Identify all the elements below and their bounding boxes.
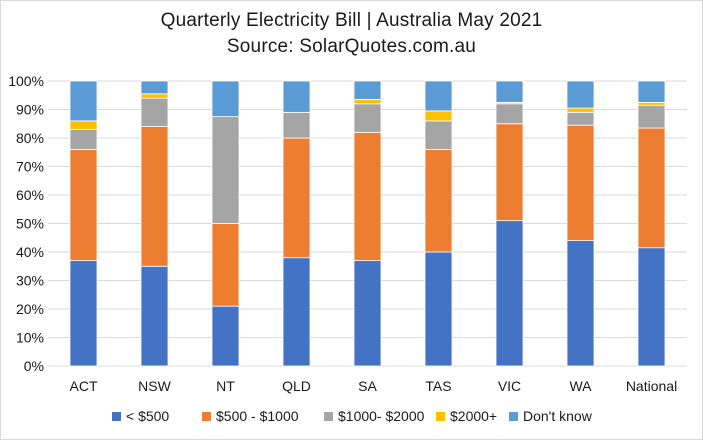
x-tick-label: VIC [498,378,521,394]
bar-segment [69,260,98,367]
x-tick-label: NSW [138,378,171,394]
legend-swatch [112,412,121,421]
legend-label: $2000+ [450,408,497,424]
legend-item: $2000+ [436,408,497,424]
bars [69,80,666,367]
bar-segment [637,127,666,249]
y-tick-label: 30% [16,273,44,289]
bar-segment [566,240,595,367]
bar-segment [211,305,240,367]
y-tick-label: 50% [16,216,44,232]
bar-segment [69,148,98,261]
bar-segment [637,80,666,103]
bar-segment [495,80,524,103]
legend-swatch [509,412,518,421]
x-tick-label: TAS [425,378,451,394]
bar-segment [495,123,524,222]
bar-segment [140,126,169,267]
bar-segment [424,148,453,253]
bar-segment [140,265,169,367]
y-axis-ticks: 0% 10% 20% 30% 40% 50% 60% 70% 80% 90% 100% [8,73,44,374]
y-tick-label: 100% [8,73,44,89]
legend-item: $1000- $2000 [324,408,425,424]
y-tick-label: 90% [16,102,44,118]
bar-segment [424,110,453,122]
legend-label: $500 - $1000 [216,408,299,424]
bar-segment [637,101,666,106]
x-axis-ticks: ACT NSW NT QLD SA TAS VIC WA National [70,378,678,394]
bar-segment [353,80,382,100]
bar-segment [424,80,453,112]
bar-segment [353,99,382,105]
bar-segment [211,116,240,224]
x-tick-label: NT [216,378,235,394]
bar-segment [140,80,169,95]
bar-segment [566,107,595,113]
bar-segment [211,80,240,118]
bar-segment [69,80,98,122]
bar-segment [566,111,595,126]
legend-swatch [436,412,445,421]
x-tick-label: ACT [70,378,98,394]
legend-swatch [202,412,211,421]
legend-item: < $500 [112,408,169,424]
legend: < $500 $500 - $1000 $1000- $2000 $2000+ Don'… [112,408,593,424]
bar-segment [140,97,169,127]
x-tick-label: National [626,378,677,394]
bar-segment [140,93,169,99]
bar-segment [353,260,382,367]
bar-segment [637,104,666,129]
y-tick-label: 60% [16,187,44,203]
bar-segment [282,80,311,113]
legend-label: $1000- $2000 [338,408,425,424]
bar-segment [566,80,595,109]
bar-segment [282,257,311,367]
legend-item: $500 - $1000 [202,408,299,424]
bar-segment [353,103,382,133]
y-tick-label: 10% [16,330,44,346]
chart-title: Quarterly Electricity Bill | Australia M… [160,10,543,31]
bar-segment [353,131,382,261]
bar-segment [566,124,595,242]
bar-segment [211,223,240,307]
bar-segment [69,120,98,130]
y-tick-label: 80% [16,130,44,146]
bar-segment [495,220,524,367]
x-tick-label: SA [358,378,377,394]
y-tick-label: 0% [24,358,44,374]
bar-segment [69,129,98,150]
bar-segment [637,247,666,367]
y-tick-label: 40% [16,244,44,260]
x-tick-label: QLD [282,378,311,394]
bar-segment [282,111,311,139]
legend-swatch [324,412,333,421]
legend-label: < $500 [126,408,169,424]
y-tick-label: 70% [16,159,44,175]
bar-segment [424,120,453,150]
chart-subtitle: Source: SolarQuotes.com.au [226,36,477,57]
bar-segment [495,103,524,125]
bar-segment [424,251,453,367]
y-tick-label: 20% [16,301,44,317]
x-tick-label: WA [569,378,592,394]
legend-label: Don't know [523,408,593,424]
legend-item: Don't know [509,408,593,424]
bar-segment [282,137,311,259]
